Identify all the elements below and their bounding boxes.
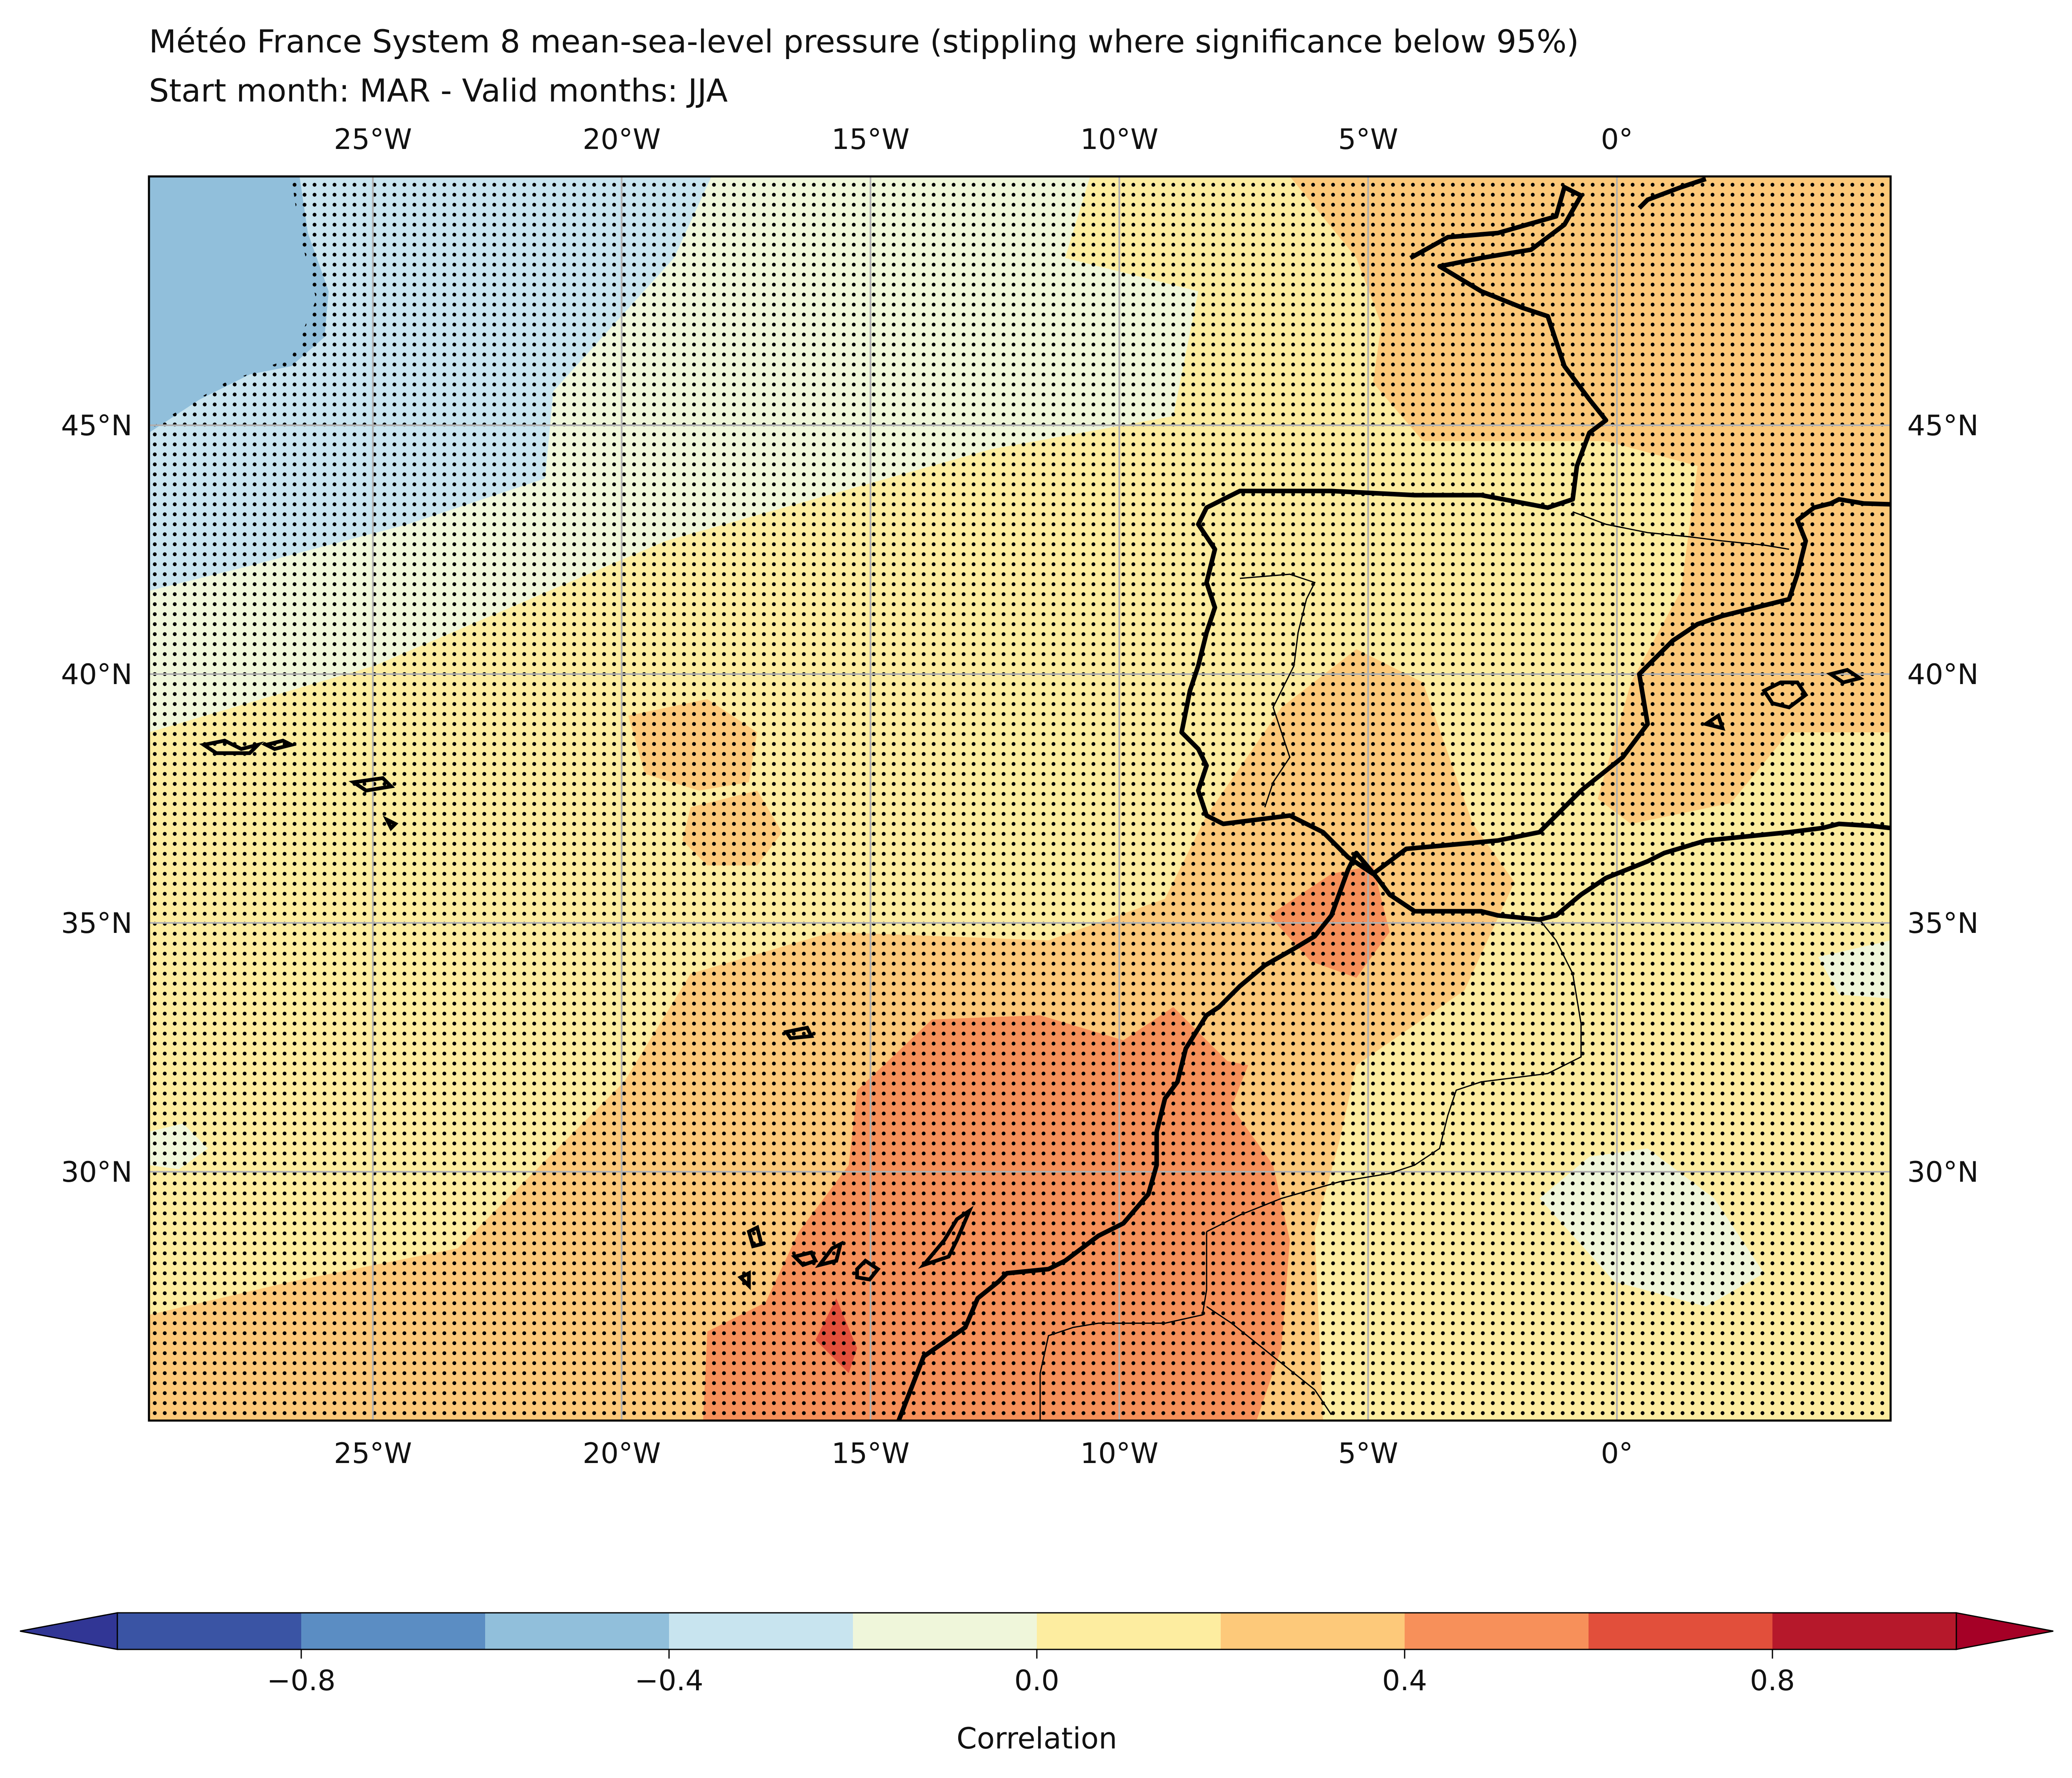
lon-tick-label-bottom: 15°W [831,1437,910,1470]
lon-tick-label-bottom: 25°W [334,1437,412,1470]
lon-tick-label-bottom: 5°W [1338,1437,1398,1470]
canary-islands [737,1205,974,1290]
figure-title: Météo France System 8 mean-sea-level pre… [149,23,1579,60]
colorbar-label: Correlation [957,1721,1117,1756]
colorbar-tick-label: −0.4 [634,1664,703,1697]
coastline-europe-north [1638,176,1707,210]
border-france-spain [1572,511,1789,550]
colorbar-segment [485,1613,669,1649]
colorbar-extend-high [1956,1612,2054,1650]
lon-tick-label-top: 25°W [334,123,412,156]
lat-tick-label-left: 30°N [61,1156,132,1189]
colorbar-segment [669,1613,853,1649]
lon-tick-label-top: 0° [1601,123,1633,156]
lon-tick-label-top: 10°W [1080,123,1158,156]
lat-tick-label-left: 45°N [61,409,132,442]
colorbar-tick-label: 0.8 [1750,1664,1795,1697]
stippling [149,176,1891,1421]
lon-tick-label-top: 5°W [1338,123,1398,156]
colorbar-segment [117,1613,301,1649]
lat-tick-labels-right: 45°N 40°N 35°N 30°N [1907,409,1978,1189]
azores-islands [199,739,399,831]
colorbar-segment [301,1613,485,1649]
colorbar-segment [853,1613,1037,1649]
colorbar-segment [1589,1613,1772,1649]
lat-tick-label-right: 45°N [1907,409,1978,442]
colorbar-tick-label: 0.0 [1014,1664,1059,1697]
lat-tick-label-right: 30°N [1907,1156,1978,1189]
colorbar-tick-label: −0.8 [267,1664,335,1697]
colorbar-tick-label: 0.4 [1382,1664,1427,1697]
lat-tick-label-right: 40°N [1907,658,1978,691]
colorbar-segment [1037,1613,1221,1649]
lat-tick-label-right: 35°N [1907,907,1978,940]
stippling-area [149,176,1891,1421]
lon-tick-label-bottom: 0° [1601,1437,1633,1470]
lat-tick-label-left: 35°N [61,907,132,940]
border-spain-portugal [1239,573,1316,808]
border-western-sahara [1039,1232,1207,1421]
madeira-islands [783,1025,814,1040]
balearic-islands [1701,668,1864,731]
colorbar-segment [1772,1613,1956,1649]
border-morocco-algeria [1206,919,1582,1232]
coastline-europe [1179,185,1891,876]
colorbar-segment [1405,1613,1589,1649]
coastlines [199,176,1891,1421]
lon-tick-labels-bottom: 25°W 20°W 15°W 10°W 5°W 0° [334,1437,1633,1470]
lon-tick-label-bottom: 20°W [582,1437,661,1470]
map-frame [148,175,1892,1422]
lon-tick-label-top: 20°W [582,123,661,156]
colorbar-segment [1221,1613,1405,1649]
figure-subtitle: Start month: MAR - Valid months: JJA [149,72,728,109]
colorbar: −0.8 −0.4 0.0 0.4 0.8 [20,1612,2054,1697]
lat-tick-labels-left: 45°N 40°N 35°N 30°N [61,409,132,1189]
colorbar-extend-low [20,1612,118,1650]
field-negative-0.6 [149,176,329,433]
lon-tick-labels-top: 25°W 20°W 15°W 10°W 5°W 0° [334,123,1633,156]
lon-tick-label-top: 15°W [831,123,910,156]
lat-tick-label-left: 40°N [61,658,132,691]
border-western-sahara-2 [1206,1306,1332,1415]
lon-tick-label-bottom: 10°W [1080,1437,1158,1470]
coastline-africa [896,821,1891,1421]
